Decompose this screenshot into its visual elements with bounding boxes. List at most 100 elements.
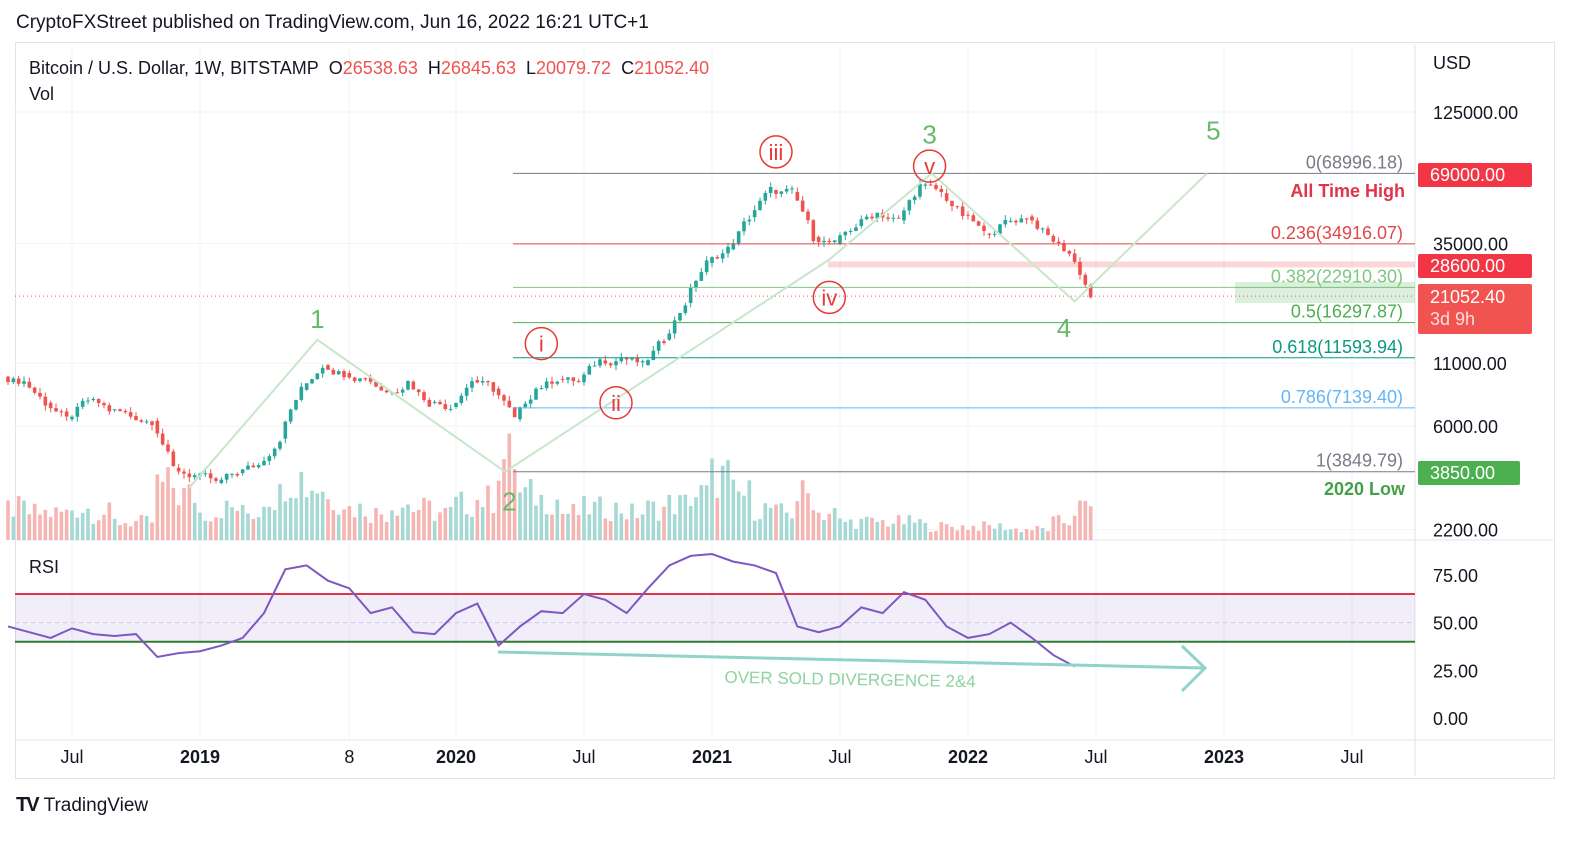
volume-bar bbox=[400, 507, 405, 540]
close-label: C bbox=[621, 58, 635, 78]
volume-bar bbox=[27, 514, 32, 540]
volume-bar bbox=[123, 523, 128, 540]
candle-body bbox=[1046, 228, 1050, 235]
volume-bar bbox=[779, 503, 784, 540]
candle-body bbox=[475, 380, 480, 383]
candle-body bbox=[363, 378, 368, 380]
volume-bar bbox=[864, 516, 869, 540]
volume-bar bbox=[32, 503, 37, 540]
volume-bar bbox=[342, 509, 346, 540]
high-label: H bbox=[427, 58, 441, 78]
candle-body bbox=[560, 378, 565, 380]
candle-body bbox=[960, 206, 965, 216]
subwave-circle bbox=[812, 280, 847, 315]
candle-body bbox=[448, 408, 453, 410]
fib-label: 0.618(11593.94) bbox=[1272, 337, 1403, 357]
candle-body bbox=[534, 388, 538, 400]
volume-bar bbox=[496, 480, 501, 540]
candle-body bbox=[822, 240, 826, 243]
volume-bar bbox=[358, 503, 362, 540]
candle-body bbox=[1078, 261, 1082, 275]
volume-bar bbox=[587, 514, 592, 540]
volume-bar bbox=[336, 514, 341, 540]
volume-bar bbox=[294, 498, 298, 540]
candle-body bbox=[763, 192, 768, 201]
volume-bar bbox=[11, 516, 16, 540]
candle-body bbox=[667, 333, 672, 340]
volume-bar bbox=[950, 526, 954, 540]
volume-bar bbox=[256, 517, 261, 540]
divergence-line bbox=[497, 650, 1206, 670]
low-annotation: 2020 Low bbox=[1324, 479, 1406, 499]
volume-bar bbox=[470, 516, 474, 540]
volume-bar bbox=[560, 513, 565, 540]
candle-body bbox=[112, 409, 117, 411]
rsi-tick: 0.00 bbox=[1433, 709, 1468, 729]
volume-bar bbox=[411, 512, 416, 540]
volume-bar bbox=[331, 510, 336, 540]
candle-body bbox=[966, 214, 970, 216]
volume-bar bbox=[486, 485, 490, 540]
low-value: 20079.72 bbox=[535, 58, 612, 78]
volume-bar bbox=[603, 518, 608, 540]
candle-body bbox=[795, 191, 800, 201]
candle-body bbox=[75, 406, 80, 417]
candle-body bbox=[438, 401, 442, 405]
volume-bar bbox=[907, 515, 912, 540]
candle-body bbox=[656, 341, 661, 351]
candle-body bbox=[59, 411, 64, 413]
open-label: O bbox=[328, 58, 343, 78]
volume-bar bbox=[859, 518, 864, 540]
candle-body bbox=[854, 227, 858, 231]
volume-bar bbox=[1046, 531, 1050, 540]
rsi-label: RSI bbox=[29, 557, 59, 577]
candle-body bbox=[544, 381, 549, 389]
candle-body bbox=[342, 371, 346, 378]
candle-body bbox=[496, 388, 501, 396]
volume-bar bbox=[240, 504, 245, 540]
volume-bar bbox=[731, 479, 736, 540]
volume-bar bbox=[982, 521, 986, 540]
candle-body bbox=[139, 420, 144, 422]
volume-bar bbox=[347, 506, 352, 540]
candle-body bbox=[870, 216, 874, 219]
candle-body bbox=[27, 381, 32, 388]
volume-bar bbox=[843, 521, 848, 540]
tradingview-logo[interactable]: TV TradingView bbox=[16, 794, 148, 817]
candle-body bbox=[6, 376, 10, 383]
fib-label: 0.382(22910.30) bbox=[1271, 266, 1403, 286]
volume-bar bbox=[230, 507, 234, 540]
volume-bar bbox=[374, 507, 378, 540]
volume-bar bbox=[390, 510, 394, 540]
candle-body bbox=[128, 412, 133, 417]
candle-body bbox=[246, 465, 250, 470]
volume-bar bbox=[726, 460, 730, 540]
candle-body bbox=[608, 363, 613, 366]
ath-annotation: All Time High bbox=[1290, 181, 1405, 201]
volume-bar bbox=[971, 525, 976, 540]
candle-body bbox=[736, 231, 741, 244]
candle-body bbox=[731, 243, 736, 250]
volume-bar bbox=[107, 502, 112, 540]
volume-bar bbox=[176, 505, 181, 540]
volume-bar bbox=[86, 508, 90, 540]
candle-body bbox=[816, 236, 821, 243]
candle-body bbox=[374, 381, 378, 387]
time-tick: 2023 bbox=[1204, 747, 1244, 767]
candle-body bbox=[384, 390, 389, 393]
candle-body bbox=[331, 369, 336, 375]
candle-body bbox=[43, 396, 48, 406]
volume-bar bbox=[827, 514, 832, 540]
volume-bar bbox=[795, 501, 800, 540]
candle-body bbox=[427, 399, 432, 407]
volume-bar bbox=[443, 507, 448, 540]
candle-body bbox=[411, 381, 416, 390]
volume-bar bbox=[672, 514, 677, 540]
subwave-label: iv bbox=[821, 285, 837, 310]
volume-bar bbox=[875, 522, 880, 540]
candle-body bbox=[774, 189, 778, 194]
candle-body bbox=[726, 246, 730, 254]
volume-bar bbox=[896, 515, 901, 540]
candle-body bbox=[523, 403, 528, 408]
